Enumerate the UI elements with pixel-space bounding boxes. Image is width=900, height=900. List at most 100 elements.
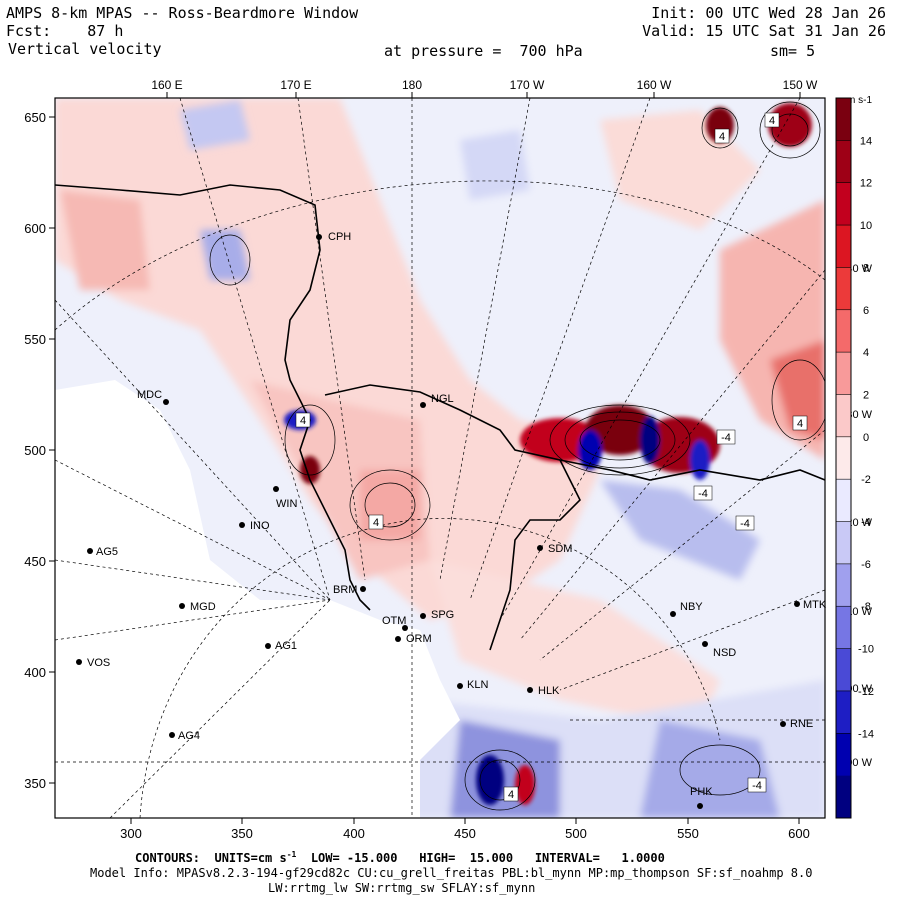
top-axis-label: 170 W <box>510 78 545 92</box>
left-axis-label: 400 <box>24 665 46 680</box>
bottom-axis-label: 450 <box>454 826 476 841</box>
left-axis-label: 600 <box>24 221 46 236</box>
coastline <box>55 184 371 611</box>
colorbar-units: cm s-1 <box>842 95 872 106</box>
colorbar-tick-label: 12 <box>860 178 872 190</box>
bottom-axis-label: 550 <box>677 826 699 841</box>
forecast-hour: 87 h <box>87 22 124 40</box>
extremum-label: 4 <box>508 789 514 801</box>
left-axis-labels: 650 600 550 500 450 400 350 <box>24 110 46 791</box>
colorbar-swatch <box>836 733 851 777</box>
left-axis-label: 450 <box>24 554 46 569</box>
contour-units-exponent: -1 <box>286 850 297 859</box>
station-label: WIN <box>276 498 297 510</box>
extremum-label: -4 <box>721 432 731 444</box>
extremum-label: -4 <box>752 780 762 792</box>
left-axis-label: 550 <box>24 332 46 347</box>
colorbar-swatch <box>836 521 851 565</box>
colorbar-tick-label: -12 <box>858 686 874 698</box>
colorbar-tick-label: -14 <box>858 728 874 740</box>
variable-name: Vertical velocity <box>8 40 162 58</box>
plateau-region <box>55 380 460 818</box>
station-marker: ORM <box>395 633 432 645</box>
station-marker: OTM <box>382 615 408 631</box>
pressure-level: at pressure = 700 hPa <box>384 42 583 60</box>
graticule <box>55 98 825 818</box>
forecast-label-text: Fcst: <box>6 22 52 40</box>
top-axis-label: 150 W <box>783 78 818 92</box>
valid-time: Valid: 15 UTC Sat 31 Jan 26 <box>642 22 886 40</box>
colorbar-swatch <box>836 98 851 141</box>
colorbar-tick-label: 4 <box>863 347 869 359</box>
top-axis-label: 160 W <box>637 78 672 92</box>
top-axis-label: 180 <box>402 78 422 92</box>
station-marker: RNE <box>780 718 813 730</box>
colorbar-swatch <box>836 606 851 650</box>
ice-shelf-front <box>324 384 581 651</box>
colorbar-tick-label: 0 <box>863 432 869 444</box>
axis-ticks <box>49 92 801 824</box>
weak-ascent-areas <box>55 98 825 730</box>
colorbar-tick-label: -10 <box>858 644 874 656</box>
station-label: AG4 <box>178 730 200 742</box>
station-label: VOS <box>87 657 110 669</box>
colorbar-frame <box>835 97 852 819</box>
colorbar: cm s-1 14 12 10 8 6 4 2 0 -2 -4 -6 -8 -10 -12 -14 <box>835 95 874 819</box>
colorbar-tick-label: 6 <box>863 305 869 317</box>
station-marker: SPG <box>420 609 454 621</box>
contour-high: HIGH= 15.000 <box>419 851 514 865</box>
forecast-label: Fcst: 87 h <box>6 22 123 40</box>
colorbar-tick-label: 10 <box>860 220 872 232</box>
contour-units: CONTOURS: UNITS=cm s <box>135 851 287 865</box>
model-info-line2: LW:rrtmg_lw SW:rrtmg_sw SFLAY:sf_mynn <box>268 881 536 895</box>
bottom-axis-labels: 300 350 400 450 500 550 600 <box>120 826 810 841</box>
colorbar-swatch <box>836 267 851 311</box>
station-marker: INO <box>239 520 270 532</box>
colorbar-tick-label: -6 <box>861 559 871 571</box>
model-info: Model Info: MPASv8.2.3-194-gf29cd82c CU:… <box>90 866 813 880</box>
colorbar-swatch <box>836 309 851 353</box>
station-marker: AG4 <box>169 730 200 742</box>
meridian-label: 90 W <box>846 757 872 769</box>
station-marker: NGL <box>420 393 454 408</box>
station-marker: MTK <box>794 599 827 611</box>
coastline-east <box>559 459 825 481</box>
station-marker: BRM <box>333 584 366 596</box>
station-label: AG5 <box>96 546 118 558</box>
stations: CPH NGL MDC INO AG5 MGD AG1 VOS AG4 SDM … <box>76 231 827 809</box>
colorbar-swatches <box>836 98 851 819</box>
bottom-axis-label: 500 <box>565 826 587 841</box>
bottom-axis-label: 600 <box>788 826 810 841</box>
station-label: SDM <box>548 543 572 555</box>
left-axis-label: 650 <box>24 110 46 125</box>
colorbar-tick-label: -2 <box>861 474 871 486</box>
extremum-label: 4 <box>719 131 725 143</box>
station-label: BRM <box>333 584 357 596</box>
station-label: NSD <box>713 647 736 659</box>
station-marker: PHK <box>690 786 713 809</box>
plot-frame <box>54 97 826 819</box>
contour-low: LOW= -15.000 <box>310 851 398 865</box>
left-axis-label: 500 <box>24 443 46 458</box>
colorbar-swatch <box>836 775 851 819</box>
smoothing: sm= 5 <box>770 42 816 60</box>
top-axis-labels: 160 E 170 E 180 170 W 160 W 150 W <box>151 78 818 92</box>
station-label: NBY <box>680 601 703 613</box>
station-marker: HLK <box>527 685 560 697</box>
colorbar-swatch <box>836 352 851 395</box>
colorbar-swatch <box>836 648 851 692</box>
top-axis-label: 160 E <box>151 78 182 92</box>
station-marker: NSD <box>702 641 736 659</box>
station-marker: SDM <box>537 543 572 555</box>
colorbar-tick-label: 14 <box>860 135 872 147</box>
station-marker: NBY <box>670 601 703 617</box>
station-label: PHK <box>690 786 713 798</box>
colorbar-tick-label: 8 <box>863 262 869 274</box>
station-marker: KLN <box>457 679 488 691</box>
station-marker: MDC <box>137 389 169 405</box>
extremum-label: 4 <box>300 415 306 427</box>
contour-interval: INTERVAL= 1.0000 <box>534 851 665 865</box>
colorbar-tick-label: -4 <box>861 517 871 529</box>
extremum-label: 4 <box>373 517 379 529</box>
bottom-axis-label: 400 <box>343 826 365 841</box>
